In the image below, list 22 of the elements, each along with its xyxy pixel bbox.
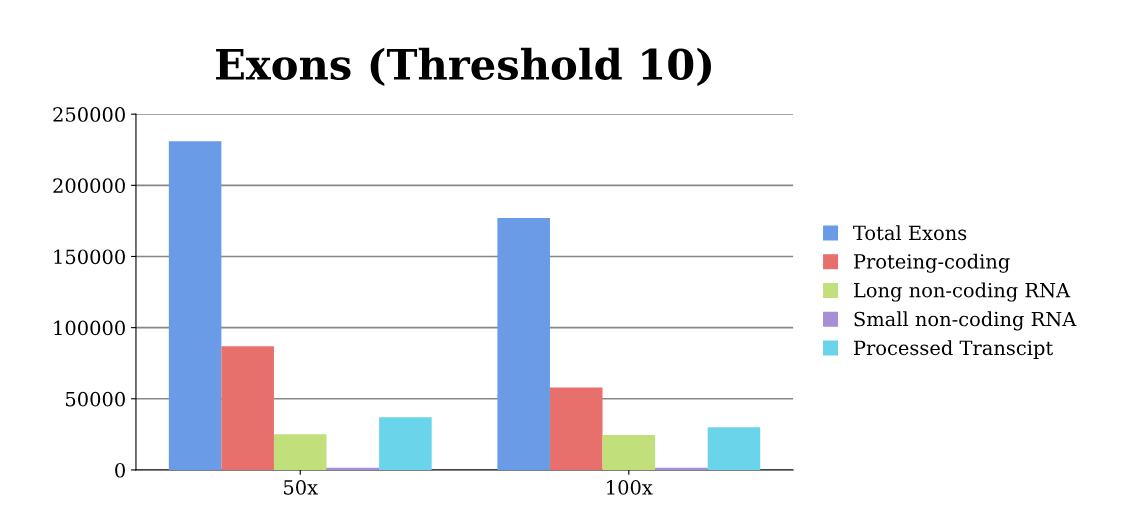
bar bbox=[549, 387, 603, 470]
bar bbox=[221, 346, 274, 470]
legend-label: Long non-coding RNA bbox=[853, 282, 1071, 302]
legend-label: Small non-coding RNA bbox=[854, 311, 1077, 331]
bar bbox=[497, 218, 550, 470]
bar bbox=[273, 434, 327, 470]
legend-label: Proteing-coding bbox=[853, 253, 1010, 273]
x-tick-label: 50x bbox=[284, 480, 318, 495]
y-tick-label: 0 bbox=[115, 462, 125, 478]
y-tick-label: 50000 bbox=[66, 391, 125, 407]
x-tick-label: 100x bbox=[607, 480, 653, 495]
bar bbox=[707, 427, 761, 470]
chart-title: Exons (Threshold 10) bbox=[216, 47, 711, 86]
y-tick-label: 250000 bbox=[53, 107, 125, 122]
y-tick-label: 200000 bbox=[53, 178, 125, 193]
bar bbox=[168, 141, 222, 470]
legend-label: Processed Transcipt bbox=[853, 340, 1054, 359]
bar bbox=[602, 435, 656, 470]
legend-label: Total Exons bbox=[853, 225, 967, 241]
y-tick-label: 100000 bbox=[54, 320, 125, 336]
y-tick-label: 150000 bbox=[54, 249, 125, 265]
bar bbox=[379, 417, 432, 470]
